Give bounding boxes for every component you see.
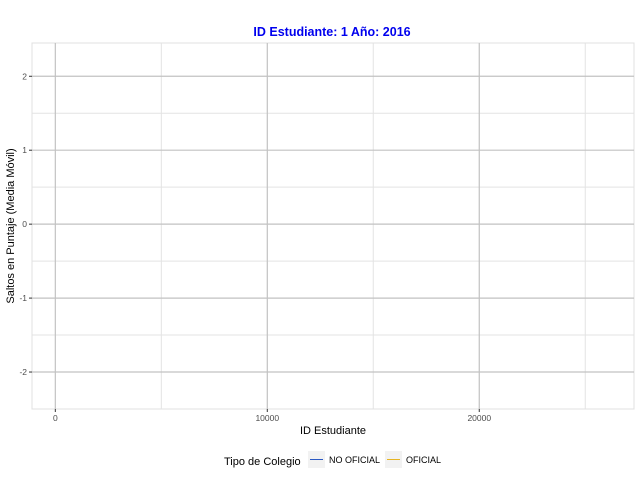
x-tick-label: 20000 xyxy=(467,413,491,423)
x-tick-label: 0 xyxy=(53,413,58,423)
plot-panel xyxy=(31,42,635,410)
minor-gridlines xyxy=(32,43,634,409)
chart-title: ID Estudiante: 1 Año: 2016 xyxy=(253,25,410,39)
legend-label: NO OFICIAL xyxy=(329,455,380,465)
y-axis-ticks: -2 -1 0 1 2 xyxy=(19,71,32,377)
y-tick-label: 0 xyxy=(22,219,27,229)
y-tick-label: 1 xyxy=(22,145,27,155)
x-axis-ticks: 0 10000 20000 xyxy=(53,409,491,423)
y-tick-label: 2 xyxy=(22,71,27,81)
legend-label: OFICIAL xyxy=(406,455,441,465)
y-axis-title: Saltos en Puntaje (Media Móvil) xyxy=(5,148,17,303)
major-gridlines xyxy=(32,43,634,409)
y-tick-label: -2 xyxy=(19,367,27,377)
legend-items: NO OFICIAL OFICIAL xyxy=(308,451,441,468)
legend: Tipo de Colegio NO OFICIAL OFICIAL xyxy=(224,451,441,468)
x-tick-label: 10000 xyxy=(255,413,279,423)
x-axis-title: ID Estudiante xyxy=(300,425,366,437)
y-tick-label: -1 xyxy=(19,293,27,303)
legend-title: Tipo de Colegio xyxy=(224,456,301,468)
